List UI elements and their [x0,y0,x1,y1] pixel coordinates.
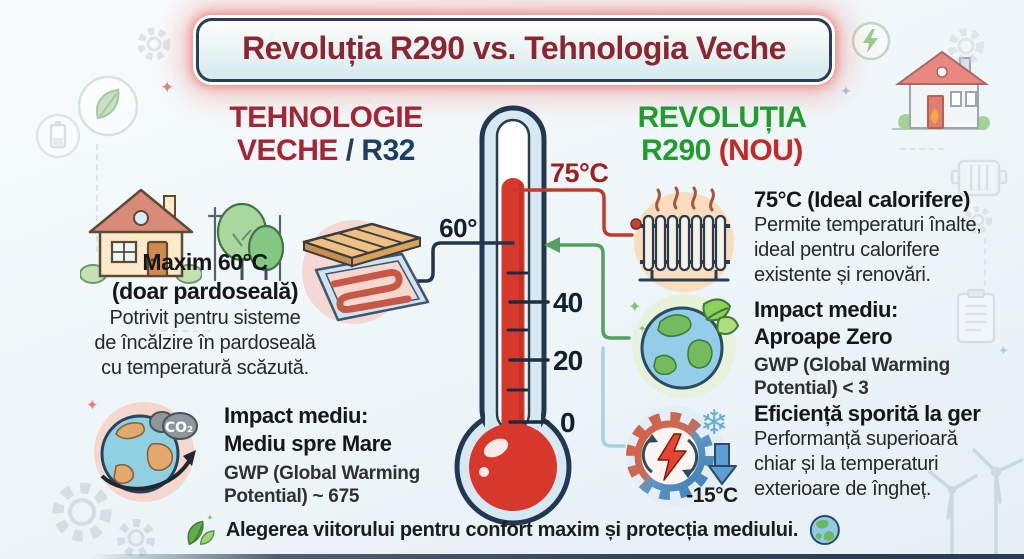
gwp-line: GWP (Global Warming [224,463,420,484]
max-temp-body-line: cu temperatură scăzută. [101,357,309,379]
sparkle-icon: ✦ [628,297,641,316]
old-tech-heading-r32: R32 [361,134,415,167]
sparkle-icon: ✦ [840,84,852,100]
radiator-title: 75°C (Ideal calorifere) [754,187,971,212]
new-tech-radiator-block: 75°C (Ideal calorifere) Permite temperat… [754,186,1022,288]
trees-icon [207,202,285,282]
max-temp-body-line: de încălzire în pardoseală [94,332,316,354]
max-temp-subtitle: (doar pardoseală) [111,278,299,304]
impact-title: Impact mediu: [754,297,898,322]
floor-heating-icon [302,220,430,324]
dashed-line [900,148,944,150]
radiator-body-line: ideal pentru calorifere [754,239,940,261]
old-tech-impact-block: Impact mediu: Mediu spre Mare GWP (Globa… [224,402,434,508]
old-tech-heading-veche: VECHE [237,134,338,167]
page-title: Revoluția R290 vs. Tehnologia Veche [242,30,786,66]
gear-icon [948,28,984,64]
eco-bulb-icon [851,21,891,61]
max-temp-body-line: Potrivit pentru sisteme [109,307,301,329]
impact-level: Aproape Zero [754,324,893,349]
frost-badge: -15°C [686,484,738,507]
new-tech-heading: REVOLUȚIA R290 (NOU) [610,101,834,167]
new-tech-heading-r290: R290 [641,134,711,167]
title-banner: Revoluția R290 vs. Tehnologia Veche [196,18,832,82]
bottom-edge-line [90,554,1024,559]
thermometer-label-0: 0 [560,407,576,438]
gear-icon [137,27,171,61]
impact-title: Impact mediu: [224,403,368,428]
house-icon [80,188,202,284]
gwp-line: Potential) ~ 675 [224,486,360,507]
new-tech-heading-nou: (NOU) [710,134,804,167]
efficiency-gear-icon: ❄ -15°C [626,403,739,507]
co2-label: CO₂ [165,420,193,436]
sparkle-icon: ✦ [160,78,175,98]
new-tech-heading-line1: REVOLUȚIA [637,101,807,134]
snowflake-icon: ❄ [700,403,729,443]
radiator-body-line: existente și renovări. [754,264,931,286]
earth-leaf-icon: ✦ ✦ [628,294,740,398]
leaf-circle-icon [77,75,139,137]
thermometer-label-60: 60° [439,213,477,243]
efficiency-title: Eficiență sporită la ger [754,401,981,426]
thermometer-label-75: 75°C [550,158,608,188]
old-tech-heading-line1: TEHNOLOGIE [229,101,423,134]
efficiency-body-line: chiar și la temperaturi [754,453,939,475]
leaf-icon: ✦ [187,514,215,546]
thermometer-label-40: 40 [553,287,583,318]
gwp-line: Potential) < 3 [754,378,869,399]
sparkle-icon: ✦ [206,514,213,524]
old-tech-max-temp-block: Maxim 60°C (doar pardoseală) Potrivit pe… [50,248,360,381]
house-icon [892,50,990,130]
new-tech-impact-block: Impact mediu: Aproape Zero GWP (Global W… [754,296,1022,400]
old-tech-heading-sep: / [337,134,362,167]
efficiency-body-line: Performanță superioară [754,428,958,450]
thermometer-label-20: 20 [553,345,583,376]
gwp-line: GWP (Global Warming [754,355,950,376]
efficiency-body-line: exterioare de îngheț. [754,478,932,500]
old-tech-heading: TEHNOLOGIE VECHE / R32 [196,101,456,167]
footer-text: Alegerea viitorului pentru confort maxim… [225,518,799,541]
thermometer-icon: 75°C 60° 40 20 0 [439,105,609,526]
battery-circle-icon [35,113,81,159]
impact-level: Mediu spre Mare [224,431,392,456]
new-tech-efficiency-block: Eficiență sporită la ger Performanță sup… [754,400,1022,502]
earth-icon [810,515,841,545]
earth-co2-icon: CO₂ [94,402,198,502]
radiator-body-line: Permite temperaturi înalte, [754,214,982,236]
max-temp-title: Maxim 60°C [142,249,268,275]
radiator-icon [630,186,734,292]
footer-banner: ✦ Alegerea viitorului pentru confort max… [182,512,842,548]
